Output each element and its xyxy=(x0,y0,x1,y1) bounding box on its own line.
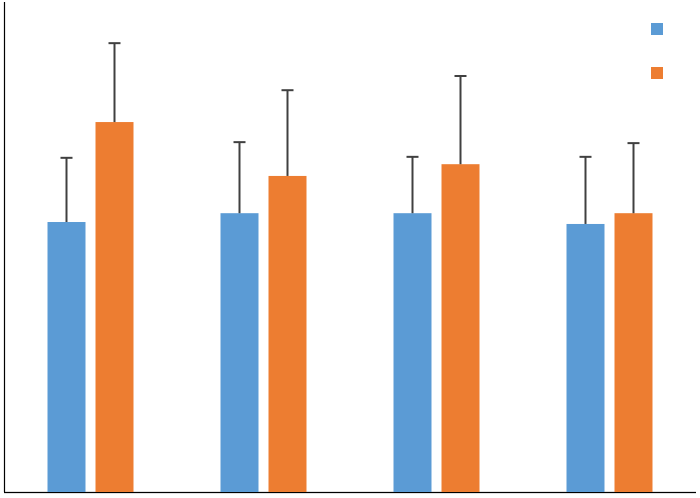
bar xyxy=(95,122,134,493)
error-bar xyxy=(233,141,246,214)
error-bar xyxy=(281,89,294,176)
bar xyxy=(393,213,432,492)
legend-swatch xyxy=(651,67,663,79)
bar xyxy=(47,222,86,492)
bar xyxy=(268,175,307,492)
legend-swatch xyxy=(651,23,663,35)
error-bar xyxy=(579,155,592,224)
error-bar xyxy=(108,42,121,123)
bar xyxy=(614,213,653,492)
error-bar xyxy=(406,155,419,214)
error-bar xyxy=(454,74,467,165)
bar xyxy=(220,213,259,492)
bar xyxy=(441,164,480,492)
error-bar xyxy=(627,142,640,214)
error-bar xyxy=(60,156,73,223)
bar xyxy=(566,223,605,492)
